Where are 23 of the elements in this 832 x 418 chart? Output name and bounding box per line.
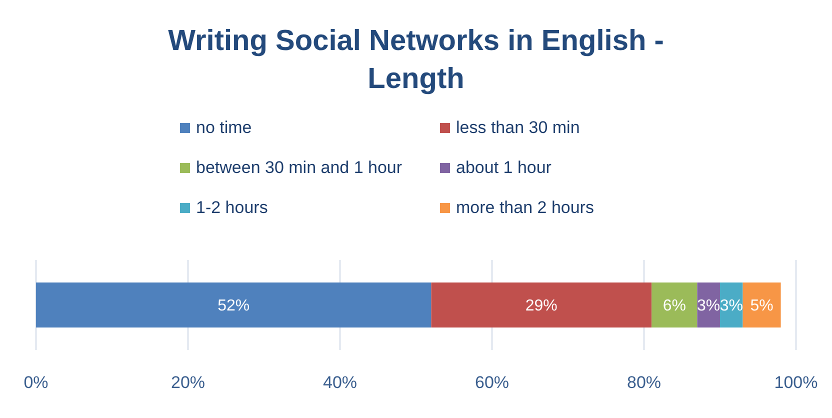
x-tick-label: 0% [24, 373, 48, 392]
x-tick-label: 20% [170, 373, 206, 392]
legend-label: less than 30 min [456, 118, 580, 138]
data-label: 5% [750, 298, 774, 315]
legend-label: about 1 hour [456, 158, 552, 178]
bar [742, 282, 781, 328]
bar [431, 282, 652, 328]
x-tick-label: 80% [626, 373, 662, 392]
data-label: 3% [720, 298, 743, 315]
legend-label: no time [196, 118, 252, 138]
bar [36, 282, 432, 328]
data-label: 6% [662, 298, 686, 315]
bar [652, 282, 698, 328]
x-tick-label: 40% [322, 373, 358, 392]
data-label: 52% [218, 298, 250, 315]
data-label: 29% [525, 298, 558, 315]
x-tick-label: 100% [774, 373, 818, 392]
data-label: 3% [697, 298, 720, 315]
chart-title: Writing Social Networks in English - Length [167, 24, 665, 97]
legend-label: 1-2 hours [196, 198, 268, 218]
legend-label: more than 2 hours [456, 198, 594, 218]
x-tick-label: 60% [474, 373, 510, 392]
legend-label: between 30 min and 1 hour [196, 158, 402, 178]
